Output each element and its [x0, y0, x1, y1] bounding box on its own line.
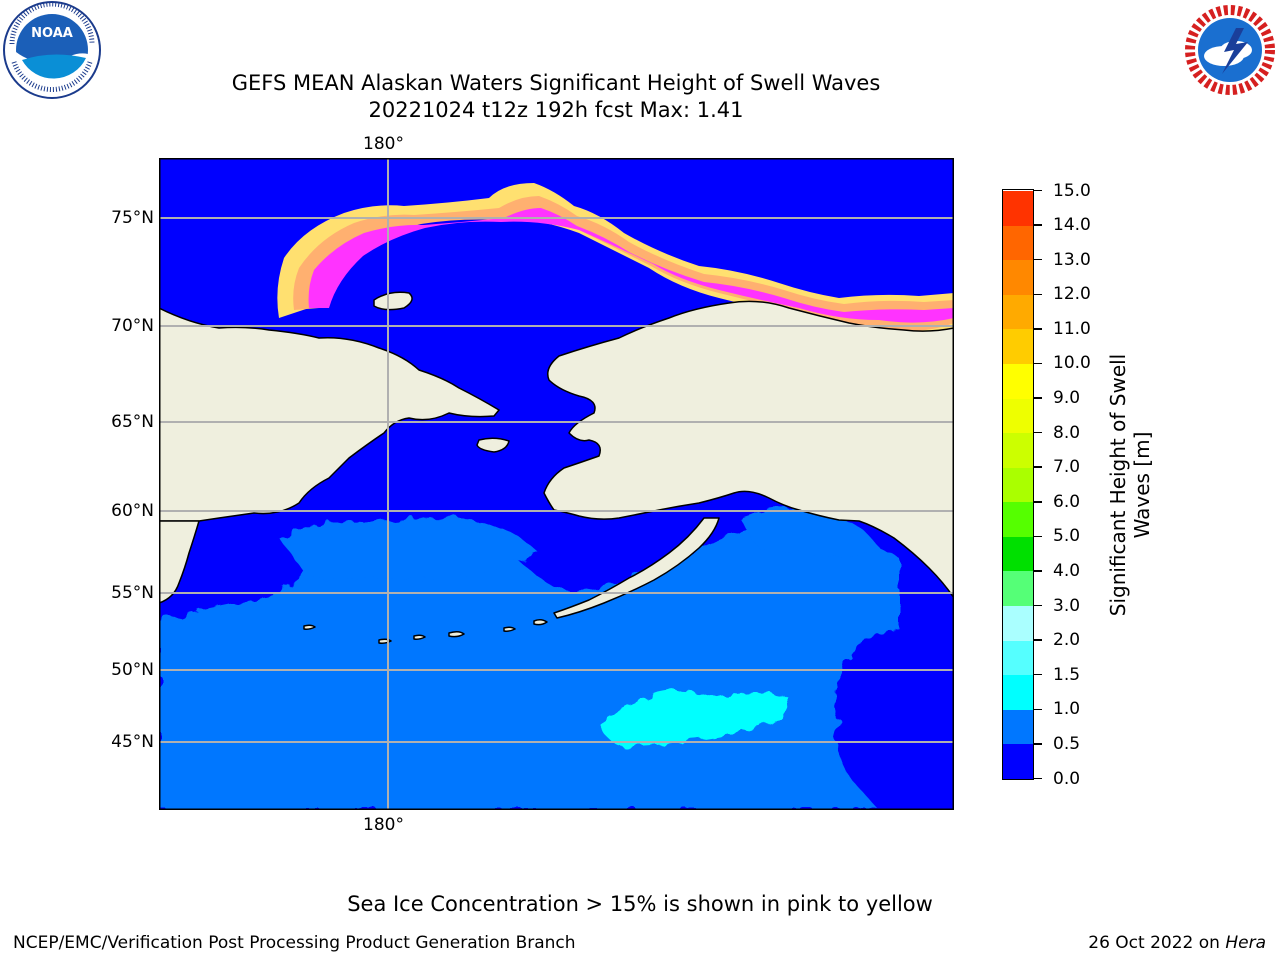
colorbar-tick	[1034, 743, 1042, 745]
colorbar-tick-label: 0.0	[1053, 768, 1081, 789]
colorbar-tick-label: 9.0	[1053, 388, 1081, 409]
map-gridlines	[159, 158, 954, 810]
colorbar-tick	[1034, 708, 1042, 711]
latitude-label-50: 50°N	[111, 660, 154, 680]
colorbar-tick-label: 1.5	[1053, 664, 1081, 685]
colorbar-tick-label: 7.0	[1053, 457, 1081, 478]
colorbar-tick	[1034, 777, 1042, 780]
colorbar-segment	[1003, 328, 1033, 364]
colorbar-segment	[1003, 225, 1033, 261]
colorbar-title: Significant Height of Swell Waves [m]	[1106, 353, 1154, 617]
colorbar-segment	[1003, 674, 1033, 710]
colorbar-tick	[1034, 397, 1042, 399]
latitude-label-60: 60°N	[111, 501, 154, 521]
latitude-label-45: 45°N	[111, 732, 154, 752]
colorbar-tick	[1034, 673, 1042, 676]
colorbar-tick-label: 12.0	[1053, 284, 1091, 305]
colorbar-tick-label: 14.0	[1053, 215, 1091, 236]
noaa-logo: NOAA	[0, 0, 104, 100]
swell-contour-0p5	[159, 507, 899, 810]
colorbar-segment	[1003, 467, 1033, 503]
swell-contour-1p0	[599, 690, 789, 747]
colorbar-tick	[1034, 328, 1042, 330]
colorbar-segment	[1003, 259, 1033, 295]
colorbar-tick-label: 13.0	[1053, 249, 1091, 270]
latitude-label-55: 55°N	[111, 583, 154, 603]
footer-credit: NCEP/EMC/Verification Post Processing Pr…	[13, 933, 576, 953]
chart-subtitle: 20221024 t12z 192h fcst Max: 1.41	[368, 98, 744, 122]
colorbar-tick	[1034, 293, 1042, 295]
colorbar-segment	[1003, 190, 1033, 226]
colorbar-tick	[1034, 604, 1042, 607]
colorbar-tick-label: 15.0	[1053, 180, 1091, 201]
colorbar-segment	[1003, 743, 1033, 779]
colorbar-tick	[1034, 189, 1042, 192]
colorbar-segment	[1003, 605, 1033, 641]
chart-title: GEFS MEAN Alaskan Waters Significant Hei…	[231, 71, 881, 95]
colorbar-segment	[1003, 640, 1033, 676]
longitude-label-top: 180°	[363, 134, 404, 154]
colorbar	[1002, 189, 1034, 780]
colorbar-tick	[1034, 535, 1042, 538]
latitude-label-70: 70°N	[111, 316, 154, 336]
national-weather-service-logo	[1176, 0, 1280, 100]
map-plot	[159, 158, 954, 810]
colorbar-tick	[1034, 431, 1042, 434]
colorbar-tick-label: 3.0	[1053, 595, 1081, 616]
latitude-label-65: 65°N	[111, 412, 154, 432]
colorbar-tick-label: 6.0	[1053, 491, 1081, 512]
colorbar-tick	[1034, 258, 1042, 261]
colorbar-segment	[1003, 536, 1033, 572]
sea-ice-band	[277, 183, 954, 342]
noaa-logo-text: NOAA	[31, 26, 73, 41]
colorbar-tick	[1034, 362, 1042, 365]
colorbar-tick	[1034, 466, 1042, 468]
footer-date: 26 Oct 2022 on Hera	[1088, 933, 1266, 953]
colorbar-segment	[1003, 363, 1033, 399]
colorbar-segment	[1003, 709, 1033, 745]
colorbar-tick-label: 1.0	[1053, 699, 1081, 720]
colorbar-tick-label: 5.0	[1053, 526, 1081, 547]
colorbar-segment	[1003, 501, 1033, 537]
colorbar-tick	[1034, 570, 1042, 572]
colorbar-segment	[1003, 432, 1033, 468]
colorbar-tick-label: 2.0	[1053, 630, 1081, 651]
sea-ice-note: Sea Ice Concentration > 15% is shown in …	[347, 892, 933, 916]
land-masses	[159, 291, 954, 644]
longitude-label-bottom: 180°	[363, 815, 404, 835]
colorbar-tick-label: 10.0	[1053, 353, 1091, 374]
colorbar-tick-label: 0.5	[1053, 733, 1081, 754]
colorbar-tick-label: 11.0	[1053, 318, 1091, 339]
colorbar-tick	[1034, 224, 1042, 226]
colorbar-segment	[1003, 570, 1033, 607]
colorbar-tick	[1034, 639, 1042, 641]
colorbar-tick	[1034, 501, 1042, 503]
colorbar-tick-label: 4.0	[1053, 560, 1081, 581]
colorbar-segment	[1003, 294, 1033, 330]
colorbar-tick-label: 8.0	[1053, 422, 1081, 443]
latitude-label-75: 75°N	[111, 208, 154, 228]
colorbar-segment	[1003, 398, 1033, 434]
